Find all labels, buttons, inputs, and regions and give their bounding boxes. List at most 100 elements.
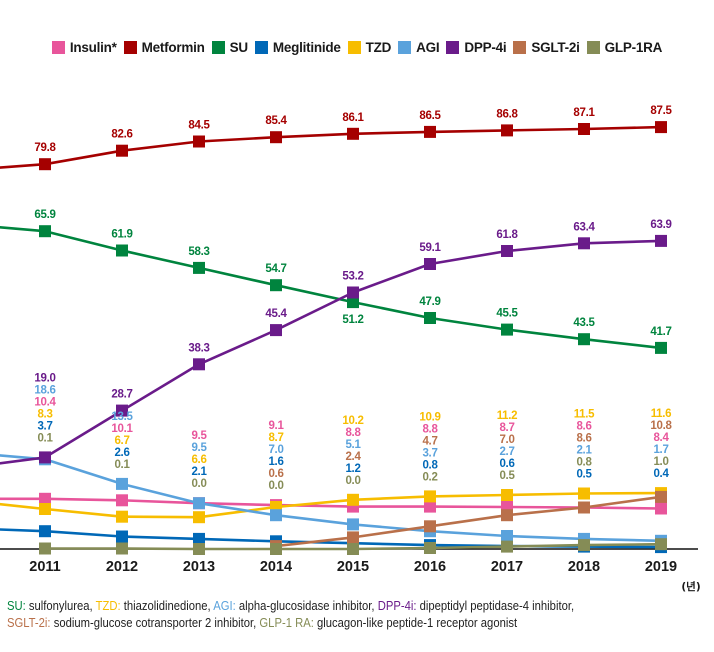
series-line-tzd (0, 491, 663, 519)
legend-label-su: SU (229, 39, 249, 55)
data-point-insulin-2015 (347, 500, 359, 513)
x-tick-label-2012: 2012 (106, 559, 138, 575)
data-label-metformin-2018: 87.1 (573, 107, 595, 119)
data-label-agi-2015: 5.1 (345, 439, 361, 451)
data-point-su-2012 (116, 244, 128, 257)
data-point-tzd-2013 (193, 511, 205, 524)
x-tick-label-2014: 2014 (260, 559, 292, 575)
x-tick-label-2016: 2016 (414, 559, 446, 575)
series-line-su (0, 225, 663, 350)
data-point-glp-1ra-2014 (270, 543, 282, 555)
legend-swatch-tzd (347, 40, 361, 54)
data-point-metformin-2011 (39, 158, 51, 171)
data-label-tzd-2016: 10.9 (419, 411, 440, 423)
data-point-sglt-2i-2015 (347, 531, 359, 544)
data-point-sglt-2i-2017 (501, 509, 513, 522)
legend-label-agi: AGI (416, 39, 440, 55)
data-point-glp-1ra-2017 (501, 540, 513, 553)
footnote-desc-dpp-4i: dipeptidyl peptidase-4 inhibitor, (416, 599, 575, 613)
data-label-agi-2013: 9.5 (191, 442, 207, 454)
footnote-desc-sglt-2i: sodium-glucose cotransporter 2 inhibitor… (50, 616, 257, 630)
data-label-metformin-2014: 85.4 (265, 115, 287, 127)
data-point-su-2017 (501, 323, 513, 336)
data-label-insulin-2018: 8.6 (576, 421, 591, 433)
data-label-agi-2014: 7.0 (268, 444, 283, 456)
data-label-dpp-4i-2019: 63.9 (650, 219, 671, 231)
legend-item-agi: AGI (398, 39, 440, 55)
legend-item-metformin: Metformin (123, 40, 205, 55)
data-point-glp-1ra-2013 (193, 543, 205, 555)
data-label-metformin-2011: 79.8 (34, 142, 56, 154)
data-label-insulin-2016: 8.8 (422, 423, 438, 435)
data-label-agi-2016: 3.7 (422, 447, 437, 459)
legend-label-glp-1ra: GLP-1RA (604, 39, 663, 55)
data-label-metformin-2012: 82.6 (111, 129, 132, 141)
legend-item-dpp-4i: DPP-4i (446, 40, 507, 55)
x-axis-ticks: 2011 2012 2013 2014 2015 2016 2017 2018 2019 (29, 559, 677, 575)
data-label-agi-2018: 2.1 (576, 445, 592, 457)
data-label-insulin-2019: 8.4 (653, 432, 669, 444)
data-label-su-2019: 41.7 (650, 326, 671, 338)
data-point-agi-2015 (347, 518, 359, 531)
data-point-metformin-2016 (424, 125, 436, 138)
data-point-tzd-2012 (116, 510, 128, 523)
data-point-glp-1ra-2015 (347, 543, 359, 555)
data-label-meglitinide-2016: 0.8 (422, 459, 438, 471)
legend-label-sglt-2i: SGLT-2i (531, 39, 580, 55)
footnote-abbr-dpp-4i: DPP-4i: (377, 599, 417, 613)
data-point-agi-2012 (116, 477, 128, 490)
data-label-metformin-2013: 84.5 (188, 120, 210, 132)
series-line-dpp-4i (0, 239, 663, 465)
data-point-metformin-2017 (501, 124, 513, 137)
data-label-dpp-4i-2014: 45.4 (265, 308, 287, 320)
data-label-insulin-2014: 9.1 (268, 420, 284, 432)
x-tick-label-2018: 2018 (568, 559, 600, 575)
data-label-metformin-2019: 87.5 (650, 105, 672, 117)
series-line-metformin (0, 125, 663, 169)
footnote-line-2: SGLT-2i: sodium-glucose cotransporter 2 … (7, 615, 709, 632)
data-point-agi-2017 (501, 530, 513, 542)
data-label-dpp-4i-2013: 38.3 (188, 342, 209, 354)
data-point-sglt-2i-2019 (655, 490, 667, 503)
data-points (39, 121, 667, 555)
data-label-meglitinide-2012: 2.6 (114, 447, 129, 459)
data-label-sglt-2i-2017: 7.0 (499, 434, 514, 446)
data-label-glp-1ra-2015: 0.0 (345, 475, 360, 487)
data-label-agi-2019: 1.7 (653, 444, 668, 456)
legend-label-tzd: TZD (365, 39, 392, 55)
data-label-dpp-4i-2018: 63.4 (573, 221, 595, 233)
data-label-metformin-2015: 86.1 (342, 112, 364, 124)
data-label-meglitinide-2013: 2.1 (191, 466, 207, 478)
data-point-metformin-2014 (270, 131, 282, 144)
data-label-meglitinide-2011: 3.7 (37, 420, 52, 432)
data-point-insulin-2011 (39, 492, 51, 505)
footnote-abbr-agi: AGI: (213, 599, 236, 613)
data-label-agi-2011: 18.6 (34, 384, 55, 396)
data-point-metformin-2019 (655, 121, 667, 134)
data-label-tzd-2011: 8.3 (37, 408, 52, 420)
x-tick-label-2015: 2015 (337, 559, 369, 575)
data-label-tzd-2014: 8.7 (268, 432, 283, 444)
data-label-tzd-2019: 11.6 (651, 408, 672, 420)
data-label-su-2018: 43.5 (573, 317, 595, 329)
data-label-dpp-4i-2015: 53.2 (342, 271, 363, 283)
data-label-sglt-2i-2014: 0.6 (268, 468, 283, 480)
data-point-meglitinide-2013 (193, 532, 205, 545)
data-label-glp-1ra-2018: 0.8 (576, 457, 592, 469)
data-point-agi-2013 (193, 497, 205, 510)
data-label-su-2017: 45.5 (496, 308, 518, 320)
footnote-desc-agi: alpha-glucosidase inhibitor, (235, 599, 375, 613)
data-label-dpp-4i-2016: 59.1 (419, 242, 441, 254)
x-tick-label-2011: 2011 (29, 559, 60, 575)
series-line-sglt-2i (274, 495, 663, 548)
data-label-agi-2017: 2.7 (499, 446, 514, 458)
data-point-agi-2014 (270, 509, 282, 522)
series-lines (0, 125, 663, 551)
data-point-su-2016 (424, 312, 436, 324)
footnote-abbr-glp-1ra: GLP-1 RA: (259, 616, 314, 630)
data-label-insulin-2015: 8.8 (345, 427, 361, 439)
legend-swatch-meglitinide (254, 40, 268, 54)
data-label-glp-1ra-2012: 0.1 (114, 459, 130, 471)
